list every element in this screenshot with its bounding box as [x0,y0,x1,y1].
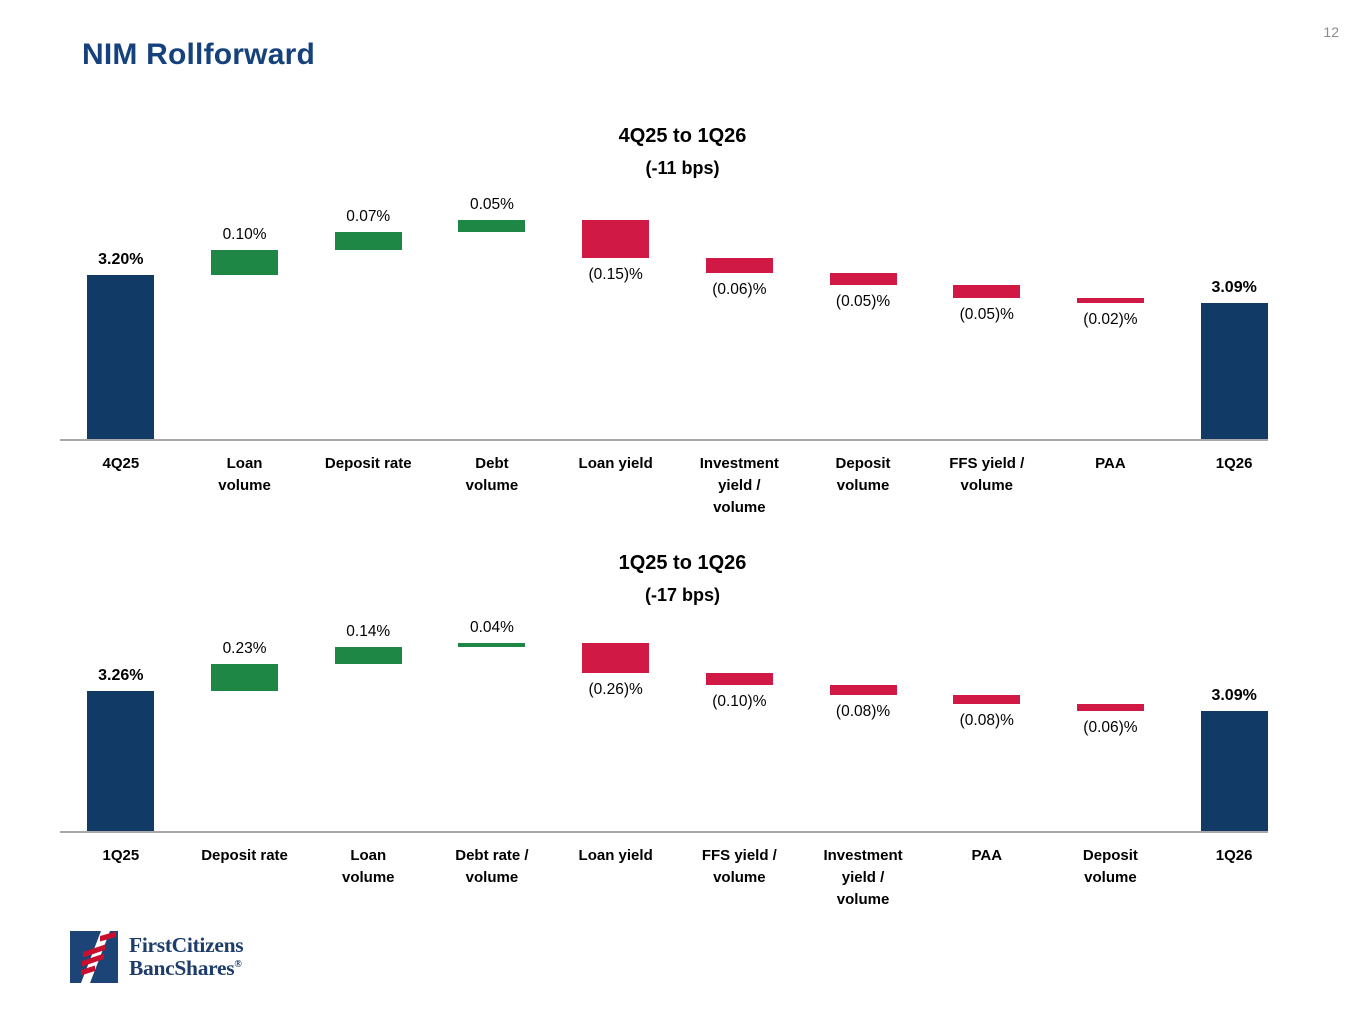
bar-value-label: (0.10)% [712,693,767,711]
bar-value-label: 0.07% [346,208,391,226]
waterfall-bar-decrease [1076,704,1144,712]
page-title: NIM Rollforward [82,38,315,71]
category-label: Debt rate / volume [455,847,529,886]
category-label: PAA [971,847,1003,864]
bar-value-label: (0.05)% [959,305,1014,323]
waterfall-bar-decrease [582,642,650,674]
category-label: 1Q26 [1215,455,1253,472]
bar-value-label: 0.10% [222,226,267,243]
category-label: Deposit rate [324,455,412,472]
chart-subtitle: (-17 bps) [644,585,720,605]
category-label: Deposit rate [201,847,288,864]
waterfall-bar-increase [211,663,279,692]
category-label: 4Q25 [102,455,140,472]
waterfall-bar-decrease [953,285,1021,298]
category-label: FFS yield / volume [701,847,777,886]
waterfall-bar-decrease [582,219,650,258]
waterfall-bar-decrease [1076,297,1144,303]
waterfall-bar-decrease [953,694,1021,705]
logo-line-2: BancShares® [129,956,242,981]
bar-value-label: 0.04% [469,618,514,636]
bar-value-label: 0.05% [469,195,514,213]
category-label: Deposit volume [1082,847,1138,886]
bar-value-label: 3.26% [98,667,144,685]
bar-value-label: (0.06)% [712,280,767,298]
waterfall-bar-total [1200,302,1268,439]
waterfall-bar-decrease [705,673,773,686]
category-label: 1Q25 [102,847,140,864]
category-label: Debt volume [465,455,519,494]
category-label: 1Q26 [1215,847,1253,864]
category-label: Loan volume [218,455,271,494]
category-label: Loan yield [578,455,653,472]
chart-title: 1Q25 to 1Q26 [618,552,747,574]
waterfall-bar-increase [334,647,402,664]
category-label: Investment yield / volume [823,847,903,908]
bar-value-label: (0.26)% [588,681,643,699]
waterfall-bar-total [87,691,155,831]
firstcitizens-logo-icon [70,931,118,983]
waterfall-bar-decrease [829,272,897,286]
bar-value-label: 3.09% [1211,278,1257,296]
bar-value-label: (0.05)% [835,293,891,311]
registered-trademark-symbol: ® [234,959,242,971]
bar-value-label: 3.20% [98,251,144,269]
company-logo: FirstCitizens BancShares® [70,931,244,983]
bar-value-label: 0.23% [222,639,267,657]
x-axis-line [60,831,1268,833]
chart-title: 4Q25 to 1Q26 [618,125,747,147]
waterfall-bar-decrease [829,685,897,695]
category-label: Loan volume [341,847,395,886]
bar-value-label: (0.08)% [835,702,891,720]
page-number: 12 [1323,24,1339,40]
category-label: Loan yield [578,847,653,864]
chart-subtitle: (-11 bps) [645,158,720,178]
category-label: Deposit volume [835,455,891,494]
waterfall-bar-increase [211,250,279,276]
bar-value-label: (0.15)% [588,265,643,283]
bar-value-label: (0.08)% [959,712,1014,730]
waterfall-bar-increase [458,642,526,648]
company-logo-text: FirstCitizens BancShares® [129,933,244,981]
bar-value-label: (0.06)% [1083,719,1138,737]
waterfall-bar-total [1200,711,1268,831]
logo-line-1: FirstCitizens [129,933,244,958]
waterfall-bar-increase [334,232,402,250]
bar-value-label: 3.09% [1211,687,1257,705]
category-label: FFS yield / volume [949,455,1025,494]
waterfall-bar-total [87,275,155,439]
bar-value-label: (0.02)% [1083,310,1138,328]
waterfall-bar-increase [458,219,526,233]
category-label: PAA [1095,455,1126,472]
waterfall-bar-decrease [705,257,773,273]
bar-value-label: 0.14% [346,623,391,641]
x-axis-line [60,439,1268,441]
category-label: Investment yield / volume [699,455,779,516]
